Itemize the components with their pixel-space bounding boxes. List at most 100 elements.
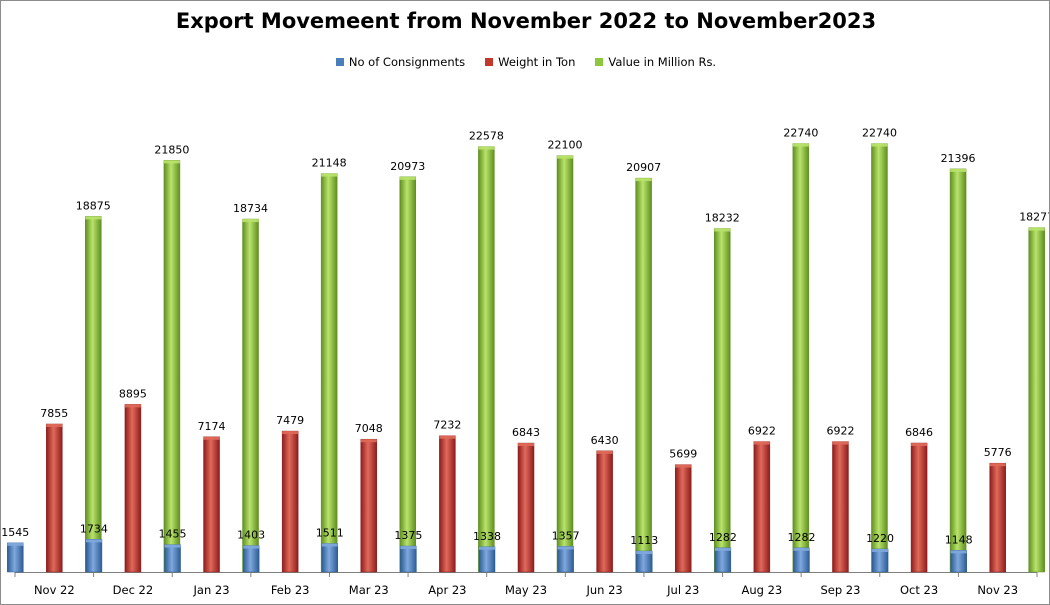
bar-weight-7 [596,450,613,573]
chart-legend: No of Consignments Weight in Ton Value i… [1,55,1049,69]
data-label-value-5: 22578 [469,130,504,143]
data-label-consignments-5: 1375 [394,529,422,542]
data-label-consignments-12: 1148 [945,533,973,546]
bar-cap-consignments-0 [7,542,24,546]
data-label-weight-8: 5699 [669,448,697,461]
data-label-value-0: 18875 [76,199,111,212]
bar-cap-weight-8 [675,464,692,468]
data-label-value-1: 21850 [154,143,189,156]
x-tick-label: Aug 23 [741,583,782,597]
bar-cap-value-6 [557,155,573,159]
bar-consignments-7 [557,546,574,573]
bar-weight-11 [910,442,928,573]
legend-label-consignments: No of Consignments [348,55,466,69]
bar-value-5 [478,146,495,573]
bar-cap-value-5 [478,146,495,150]
bar-consignments-2 [164,544,181,573]
bar-cap-value-11 [950,168,967,172]
bar-weight-2 [203,436,220,573]
data-label-consignments-11: 1220 [866,532,894,545]
bar-cap-weight-5 [439,435,456,439]
data-label-consignments-3: 1403 [237,529,265,542]
bar-value-4 [399,176,417,573]
bar-cap-weight-11 [911,443,928,447]
data-label-weight-10: 6922 [826,425,854,438]
data-label-consignments-9: 1282 [709,531,737,544]
bar-cap-consignments-6 [479,546,495,550]
data-label-value-4: 20973 [390,160,425,173]
x-tick-label: Feb 23 [271,583,310,597]
bar-cap-value-7 [635,178,652,182]
bar-weight-10 [832,441,849,573]
data-label-value-10: 22740 [862,127,897,140]
x-tick-label: Sep 23 [820,583,860,597]
bar-cap-weight-4 [360,439,377,443]
bar-cap-consignments-2 [164,544,181,548]
data-label-consignments-7: 1357 [552,529,580,542]
data-label-weight-9: 6922 [748,425,776,438]
bar-cap-weight-12 [989,463,1006,467]
bar-consignments-1 [85,539,103,573]
data-label-consignments-10: 1282 [787,531,815,544]
data-label-weight-7: 6430 [591,434,619,447]
x-tick-label: Oct 23 [900,583,938,597]
bar-value-9 [792,143,810,573]
data-label-consignments-2: 1455 [159,528,187,541]
bar-consignments-3 [242,545,260,573]
bar-consignments-10 [793,547,810,573]
data-label-weight-2: 7174 [198,420,226,433]
data-label-weight-0: 7855 [40,407,68,420]
data-label-value-12: 18277 [1019,211,1050,224]
legend-swatch-weight [485,58,494,66]
bar-cap-consignments-5 [400,546,417,550]
x-tick-label: Dec 22 [113,583,154,597]
bar-cap-value-4 [399,176,416,180]
bar-cap-consignments-4 [321,543,338,547]
legend-swatch-value [595,58,604,66]
bar-value-10 [871,143,888,573]
x-tick-label: Jan 23 [193,583,230,597]
bar-weight-0 [46,423,63,573]
x-tick-label: Jun 23 [585,583,622,597]
bar-cap-value-9 [792,143,809,147]
x-tick-label: Mar 23 [349,583,389,597]
data-label-value-2: 18734 [233,202,268,215]
bar-weight-1 [124,404,142,573]
data-label-weight-1: 8895 [119,387,147,400]
data-label-weight-5: 7232 [433,419,461,432]
bar-cap-value-3 [321,173,338,177]
data-label-consignments-0: 1545 [1,526,29,539]
bar-cap-consignments-7 [557,546,574,550]
bar-weight-8 [674,464,692,573]
data-label-weight-12: 5776 [984,446,1012,459]
legend-item-value: Value in Million Rs. [595,55,716,69]
bar-cap-value-2 [242,219,259,223]
data-label-consignments-4: 1511 [316,527,344,540]
bar-consignments-12 [950,550,967,573]
data-label-value-9: 22740 [783,127,818,140]
bar-cap-value-12 [1028,227,1045,231]
bar-cap-consignments-10 [793,547,810,551]
bar-value-1 [163,160,181,573]
bar-cap-weight-6 [518,443,534,447]
bar-value-3 [320,173,338,573]
bar-consignments-4 [321,543,339,573]
data-label-weight-4: 7048 [355,422,383,435]
x-tick-label: Jul 23 [666,583,699,597]
bar-cap-consignments-1 [85,539,102,543]
bar-value-11 [949,168,967,573]
data-label-value-8: 18232 [705,212,740,225]
x-tick-label: Nov 23 [977,583,1018,597]
bar-cap-value-1 [163,160,180,164]
bar-value-8 [713,228,731,573]
bar-weight-5 [439,435,456,573]
bar-consignments-11 [871,548,889,573]
bar-weight-12 [989,462,1006,573]
data-label-consignments-8: 1113 [630,534,658,547]
bar-cap-weight-10 [832,441,849,445]
bar-weight-6 [517,442,535,573]
data-label-weight-11: 6846 [905,426,933,439]
x-tick-label: May 23 [505,583,547,597]
